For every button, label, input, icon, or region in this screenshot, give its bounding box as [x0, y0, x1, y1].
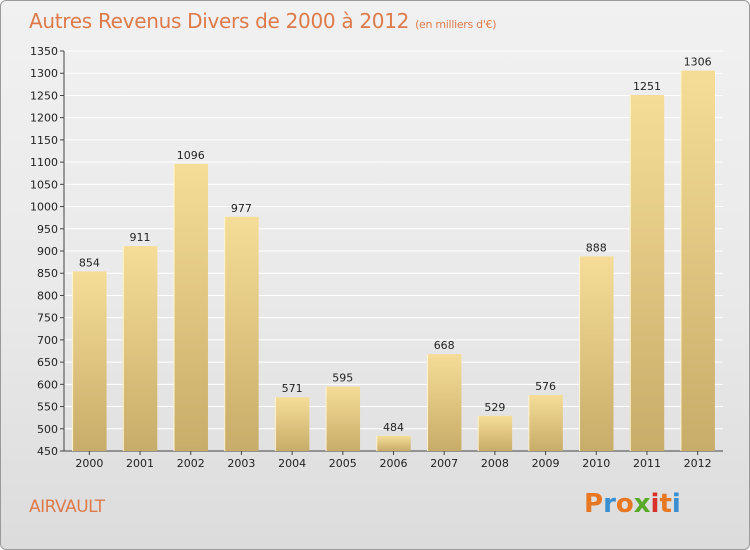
x-tick-label: 2011 — [633, 457, 661, 470]
logo-letter: i — [650, 489, 660, 519]
x-tick-label: 2006 — [380, 457, 408, 470]
logo-letter: r — [603, 489, 616, 519]
bar — [325, 386, 361, 451]
x-tick-label: 2003 — [227, 457, 255, 470]
y-tick-label: 1150 — [30, 134, 58, 147]
bar — [528, 395, 563, 451]
bar — [426, 354, 462, 451]
bar — [224, 216, 259, 451]
logo-letter: i — [671, 489, 681, 519]
y-tick-label: 900 — [37, 245, 58, 258]
x-tick-label: 2001 — [126, 457, 154, 470]
chart-title-text: Autres Revenus Divers de 2000 à 2012 — [29, 9, 410, 33]
value-label: 1096 — [177, 149, 205, 162]
x-tick-label: 2000 — [75, 457, 103, 470]
x-tick-label: 2010 — [582, 457, 610, 470]
value-label: 1306 — [684, 56, 712, 69]
y-tick-label: 950 — [37, 223, 58, 236]
value-label: 1251 — [633, 80, 661, 93]
chart-title: Autres Revenus Divers de 2000 à 2012 (en … — [29, 9, 497, 33]
value-label: 854 — [79, 256, 100, 269]
value-label: 595 — [332, 372, 353, 385]
bar — [274, 397, 310, 451]
bar — [579, 256, 614, 451]
y-tick-label: 500 — [37, 423, 58, 436]
value-label: 977 — [231, 202, 252, 215]
value-label: 484 — [383, 421, 404, 434]
value-label: 911 — [130, 231, 151, 244]
x-tick-label: 2007 — [430, 457, 458, 470]
y-tick-label: 600 — [37, 378, 58, 391]
proxiti-logo[interactable]: Proxiti — [584, 489, 681, 519]
x-tick-label: 2004 — [278, 457, 306, 470]
y-tick-label: 650 — [37, 356, 58, 369]
bar — [629, 95, 665, 451]
grid-lines — [64, 50, 723, 452]
y-tick-label: 1000 — [30, 201, 58, 214]
y-tick-label: 1200 — [30, 112, 58, 125]
y-tick-label: 450 — [37, 445, 58, 458]
value-label: 571 — [282, 382, 303, 395]
value-label: 529 — [484, 401, 505, 414]
bar — [680, 70, 715, 452]
logo-letter: P — [584, 489, 604, 519]
y-tick-label: 1100 — [30, 156, 58, 169]
bar — [477, 415, 513, 451]
value-labels: 854 911 1096 977 571 595 484 668 529 576 888 1251 13… — [79, 56, 712, 434]
x-tick-label: 2008 — [481, 457, 509, 470]
y-tick-label: 700 — [37, 334, 58, 347]
chart-unit: (en milliers d'€) — [415, 18, 497, 31]
y-tick-label: 1300 — [30, 67, 58, 80]
y-tick-label: 550 — [37, 401, 58, 414]
value-label: 576 — [535, 380, 556, 393]
y-tick-label: 1250 — [30, 89, 58, 102]
bar — [122, 246, 158, 451]
value-label: 668 — [434, 339, 455, 352]
y-tick-label: 850 — [37, 267, 58, 280]
bars — [72, 70, 715, 452]
logo-letter: t — [659, 489, 672, 519]
bar — [376, 435, 411, 451]
logo-letter: o — [615, 489, 634, 519]
bar — [72, 271, 107, 451]
y-tick-label: 1350 — [30, 45, 58, 58]
y-tick-label: 1050 — [30, 178, 58, 191]
value-label: 888 — [586, 241, 607, 254]
x-tick-label: 2002 — [177, 457, 205, 470]
bar — [173, 163, 208, 451]
y-tick-label: 750 — [37, 312, 58, 325]
x-tick-label: 2012 — [684, 457, 712, 470]
y-tick-label: 800 — [37, 289, 58, 302]
axes: 450 500 550 600 650 700 750 800 850 900 950 1000 105… — [30, 45, 723, 470]
x-tick-label: 2009 — [532, 457, 560, 470]
place-name: AIRVAULT — [29, 497, 105, 517]
x-tick-label: 2005 — [329, 457, 357, 470]
logo-letter: x — [633, 489, 651, 519]
